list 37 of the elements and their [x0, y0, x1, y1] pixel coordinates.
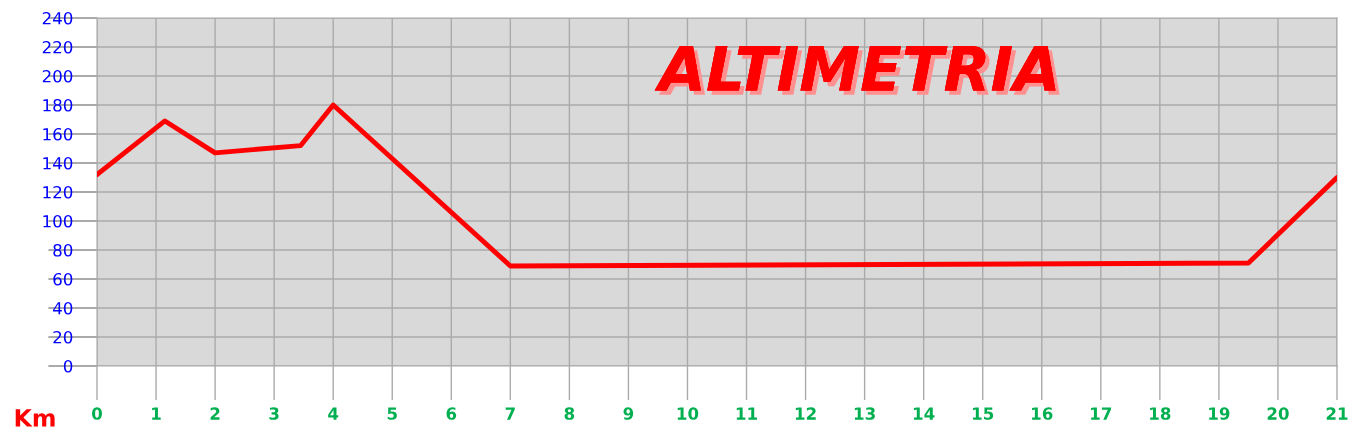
- x-tick-label: 18: [1150, 407, 1171, 420]
- x-tick-label: 12: [795, 407, 816, 420]
- x-tick-label: 10: [677, 407, 699, 420]
- x-tick-label: 4: [328, 407, 339, 420]
- x-tick-label: 1: [152, 407, 161, 420]
- x-tick-label: 20: [1267, 407, 1289, 420]
- x-tick-label: 5: [387, 407, 397, 420]
- y-tick-label: 240: [42, 11, 73, 25]
- y-tick-label: 40: [53, 301, 73, 315]
- x-tick-label: 21: [1326, 407, 1348, 420]
- y-tick-label: 160: [43, 127, 73, 141]
- y-tick-label: 180: [43, 98, 73, 112]
- x-tick-label: 11: [736, 407, 757, 420]
- x-tick-label: 9: [623, 407, 634, 420]
- y-tick-label: 100: [43, 214, 73, 228]
- chart-title: ALTIMETRIA: [654, 45, 1060, 95]
- y-tick-label: 200: [42, 69, 73, 83]
- y-tick-label: 20: [53, 330, 73, 344]
- x-tick-label: 13: [854, 407, 875, 420]
- x-tick-label: 6: [446, 407, 457, 420]
- x-tick-label: 0: [92, 407, 102, 420]
- x-tick-label: 16: [1032, 407, 1053, 420]
- x-tick-label: 7: [505, 407, 515, 420]
- y-tick-label: 80: [53, 243, 73, 257]
- x-tick-label: 15: [973, 407, 994, 420]
- x-tick-label: 17: [1091, 407, 1112, 420]
- y-tick-label: 60: [53, 272, 73, 286]
- y-tick-label: 0: [63, 359, 73, 373]
- x-tick-label: 14: [913, 407, 935, 420]
- x-tick-label: 19: [1209, 407, 1230, 420]
- y-tick-label: 120: [43, 185, 73, 199]
- x-tick-label: 8: [564, 407, 575, 420]
- x-axis-title: Km: [15, 409, 55, 427]
- y-tick-label: 140: [43, 156, 73, 170]
- x-tick-label: 3: [269, 407, 279, 420]
- x-tick-label: 2: [210, 407, 220, 420]
- y-tick-label: 220: [42, 40, 73, 54]
